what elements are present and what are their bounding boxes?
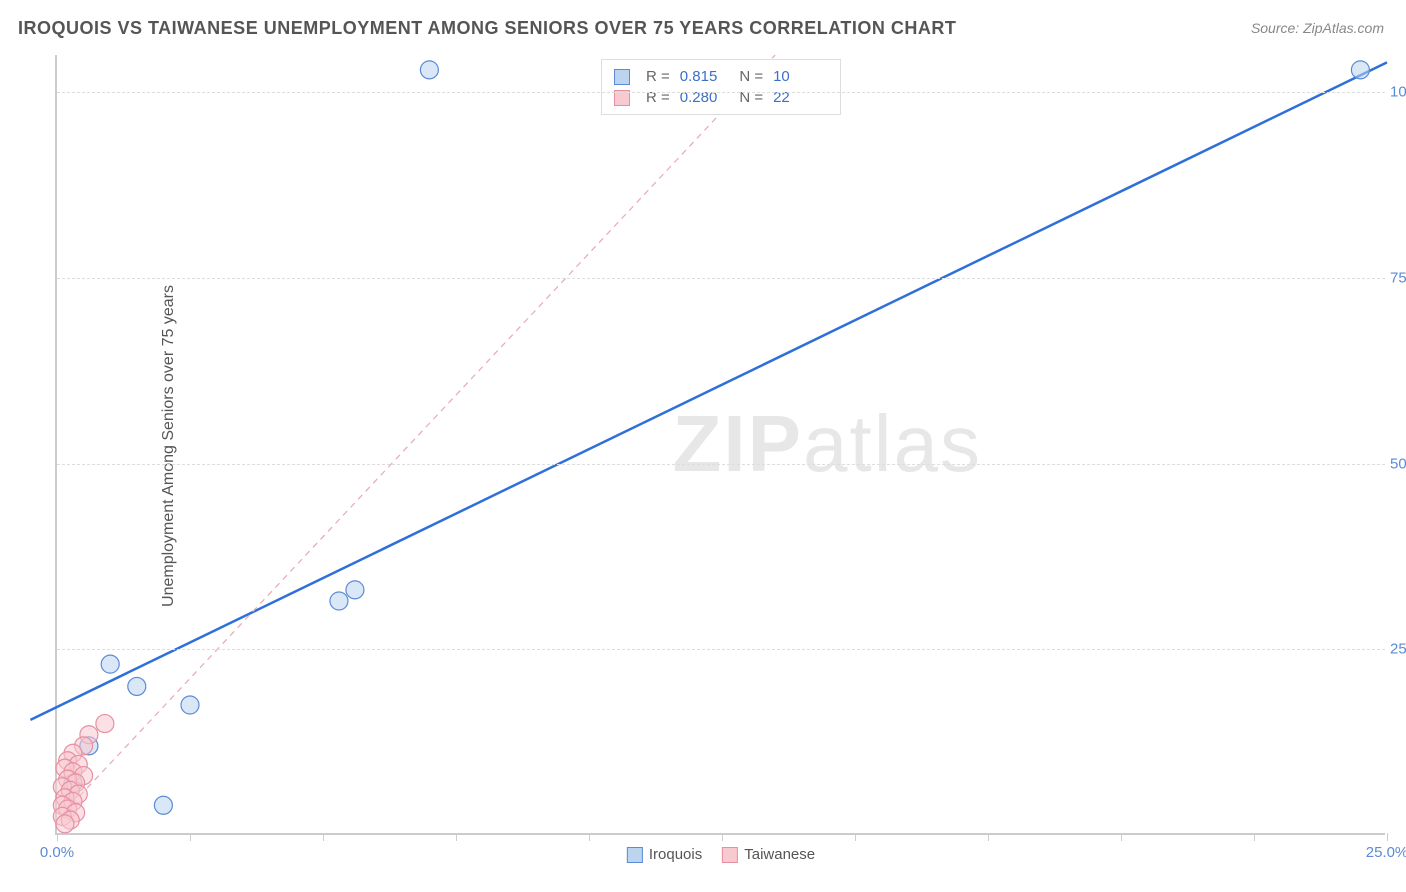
legend-swatch: [722, 847, 738, 863]
x-tick: [57, 833, 58, 841]
y-tick-label: 75.0%: [1390, 269, 1406, 286]
correlation-legend-row: R =0.280N =22: [614, 87, 828, 108]
n-label: N =: [739, 68, 763, 85]
legend-swatch: [614, 69, 630, 85]
data-point: [1351, 61, 1369, 79]
r-label: R =: [646, 68, 670, 85]
gridline-h: [57, 649, 1385, 650]
correlation-legend: R = 0.815 N = 10 R =0.280N =22: [601, 59, 841, 115]
legend-swatch: [627, 847, 643, 863]
y-tick-label: 25.0%: [1390, 641, 1406, 658]
trend-line-iroquois: [30, 62, 1387, 719]
y-tick-label: 100.0%: [1390, 84, 1406, 101]
x-tick-label: 25.0%: [1366, 844, 1406, 861]
data-point: [56, 815, 74, 833]
trend-line-taiwanese: [57, 55, 775, 820]
chart-svg: [57, 55, 1385, 833]
data-point: [154, 796, 172, 814]
x-tick: [323, 833, 324, 841]
correlation-legend-row: R = 0.815 N = 10: [614, 66, 828, 87]
x-tick: [1387, 833, 1388, 841]
x-tick: [1121, 833, 1122, 841]
data-point: [101, 655, 119, 673]
chart-title: IROQUOIS VS TAIWANESE UNEMPLOYMENT AMONG…: [18, 18, 956, 39]
x-tick: [855, 833, 856, 841]
data-point: [96, 715, 114, 733]
x-tick: [456, 833, 457, 841]
x-tick: [988, 833, 989, 841]
data-point: [420, 61, 438, 79]
x-tick: [190, 833, 191, 841]
x-tick: [589, 833, 590, 841]
legend-item-iroquois: Iroquois: [627, 846, 702, 863]
source-attribution: Source: ZipAtlas.com: [1251, 20, 1384, 36]
plot-area: ZIPatlas R =0.815N =10R =0.280N =22 Iroq…: [55, 55, 1385, 835]
gridline-h: [57, 92, 1385, 93]
y-tick-label: 50.0%: [1390, 455, 1406, 472]
legend-item-taiwanese: Taiwanese: [722, 846, 815, 863]
legend-label: Taiwanese: [744, 846, 815, 863]
gridline-h: [57, 464, 1385, 465]
x-tick-label: 0.0%: [40, 844, 74, 861]
series-legend: Iroquois Taiwanese: [627, 846, 815, 863]
data-point: [346, 581, 364, 599]
data-point: [330, 592, 348, 610]
x-tick: [722, 833, 723, 841]
legend-label: Iroquois: [649, 846, 702, 863]
data-point: [181, 696, 199, 714]
n-value: 10: [773, 68, 790, 85]
data-point: [128, 677, 146, 695]
x-tick: [1254, 833, 1255, 841]
r-value: 0.815: [680, 68, 718, 85]
gridline-h: [57, 278, 1385, 279]
